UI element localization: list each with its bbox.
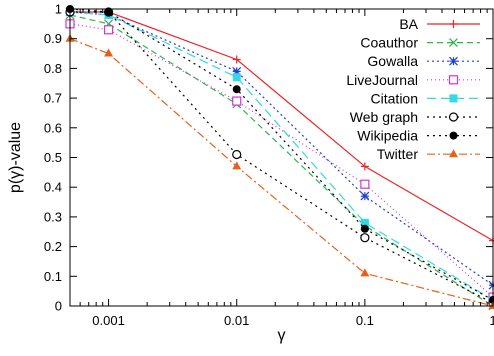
data-point-wikipedia — [232, 85, 241, 94]
y-axis-title: p(γ)-value — [7, 122, 24, 193]
series-citation — [66, 7, 494, 305]
legend-item-wikipedia: Wikipedia — [357, 128, 480, 144]
data-point-twitter — [360, 268, 370, 277]
data-point-citation — [232, 73, 241, 82]
x-tick-label: 1 — [489, 313, 494, 328]
y-tick-label: 1 — [55, 2, 62, 17]
legend-label: Citation — [371, 90, 418, 106]
legend-label: Wikipedia — [357, 128, 418, 144]
legend-marker — [449, 131, 458, 140]
y-tick-label: 0.9 — [44, 31, 62, 46]
legend-item-ba: BA — [399, 16, 480, 32]
x-tick-label: 0.1 — [356, 313, 374, 328]
legend-marker — [449, 149, 458, 158]
legend-item-web-graph: Web graph — [350, 109, 480, 125]
data-point-ba — [232, 55, 241, 64]
legend-item-gowalla: Gowalla — [367, 53, 480, 69]
legend-marker — [449, 38, 458, 48]
y-tick-label: 0.2 — [44, 239, 62, 254]
data-point-citation — [360, 218, 369, 227]
legend-item-livejournal: LiveJournal — [346, 72, 480, 88]
legend-label: Gowalla — [367, 53, 418, 69]
y-tick-label: 0.3 — [44, 209, 62, 224]
data-point-gowalla — [232, 66, 242, 76]
data-point-twitter — [232, 161, 242, 170]
x-tick-label: 0.001 — [92, 313, 125, 328]
series-livejournal — [65, 19, 494, 302]
legend-label: Web graph — [350, 109, 418, 125]
data-point-wikipedia — [360, 224, 369, 233]
data-point-web-graph — [232, 149, 242, 160]
legend-item-twitter: Twitter — [377, 146, 480, 162]
y-tick-label: 0.4 — [44, 180, 62, 195]
legend-label: LiveJournal — [346, 72, 418, 88]
data-point-web-graph — [360, 233, 370, 243]
data-point-gowalla — [360, 191, 370, 201]
series-line-ba — [70, 11, 494, 242]
y-tick-label: 0.6 — [44, 120, 62, 135]
y-tick-label: 0.7 — [44, 91, 62, 106]
data-point-livejournal — [360, 179, 370, 189]
y-tick-label: 0.8 — [44, 61, 62, 76]
y-tick-label: 0 — [55, 299, 62, 314]
data-point-livejournal — [103, 25, 114, 35]
legend-marker — [449, 94, 458, 103]
legend-item-citation: Citation — [371, 90, 480, 106]
legend-label: Twitter — [377, 146, 419, 162]
data-point-ba — [360, 162, 369, 171]
series-twitter — [65, 33, 494, 309]
legend-marker — [449, 20, 458, 28]
data-point-twitter — [104, 48, 114, 57]
legend: BA Coauthor Gowalla LiveJournal Citation Web … — [346, 16, 480, 162]
data-point-livejournal — [232, 96, 242, 106]
legend-label: Coauthor — [360, 35, 418, 51]
series-line-livejournal — [69, 23, 494, 298]
legend-label: BA — [399, 16, 418, 32]
plot-marks — [65, 5, 494, 311]
series-line-citation — [69, 11, 494, 301]
legend-marker — [448, 112, 459, 122]
series-line-gowalla — [69, 11, 494, 286]
axes: 0 0.1 0.2 0.3 0.4 0.5 0.6 0.7 0.8 0.9 1 0.001 0.01 0.… — [44, 2, 494, 329]
y-tick-label: 0.5 — [44, 150, 62, 165]
series-gowalla — [65, 7, 494, 290]
y-tick-label: 0.1 — [44, 269, 62, 284]
series-coauthor — [65, 10, 494, 311]
legend-marker — [448, 75, 459, 85]
legend-marker — [449, 56, 458, 66]
legend-item-coauthor: Coauthor — [360, 35, 480, 51]
x-tick-label: 0.01 — [224, 313, 249, 328]
x-axis-title: γ — [278, 327, 286, 344]
series-line-web-graph — [70, 11, 494, 304]
